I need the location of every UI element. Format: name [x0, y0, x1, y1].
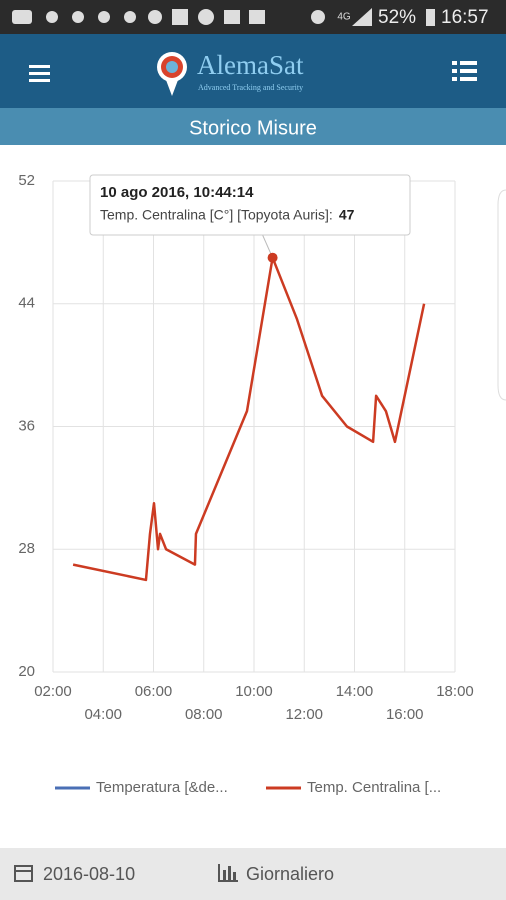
y-tick-label: 28 [18, 540, 35, 557]
calendar-icon [14, 865, 33, 882]
footer-period[interactable]: Giornaliero [246, 864, 334, 884]
status-icons [12, 8, 435, 26]
menu-button[interactable] [29, 65, 50, 82]
chart: 20 28 36 44 52 02:00 04:00 06:00 08:00 10:00 12:00… [18, 172, 473, 796]
title-bar [0, 108, 506, 145]
y-tick-label: 52 [18, 172, 35, 189]
app-header [0, 34, 506, 108]
x-tick-label: 18:00 [436, 683, 474, 700]
tooltip-label: Temp. Centralina [C°] [Topyota Auris]: [100, 207, 333, 223]
brand: AlemaSat [197, 50, 304, 80]
page-title: Storico Misure [189, 117, 317, 139]
y-tick-label: 44 [18, 295, 35, 312]
series-line [72, 256, 426, 582]
bar-icon [218, 864, 238, 882]
x-tick-label: 14:00 [336, 683, 374, 700]
tooltip-title: 10 ago 2016, 10:44:14 [100, 184, 254, 201]
battery: 52% [378, 7, 416, 28]
tagline: Advanced Tracking and Security [198, 83, 303, 92]
tooltip [89, 174, 411, 236]
legend-label: Temperatura [&de... [96, 779, 228, 796]
y-tick-label: 20 [18, 663, 35, 680]
x-tick-label: 12:00 [285, 706, 323, 723]
x-tick-label: 08:00 [185, 706, 223, 723]
x-tick-label: 10:00 [235, 683, 273, 700]
x-tick-label: 06:00 [135, 683, 173, 700]
x-tick-label: 04:00 [84, 706, 122, 723]
highlight-point [267, 252, 278, 263]
clock: 16:57 [441, 7, 489, 28]
legend-label: Temp. Centralina [... [307, 779, 441, 796]
y-tick-label: 36 [18, 417, 35, 434]
x-tick-label: 02:00 [34, 683, 72, 700]
x-tick-label: 16:00 [386, 706, 424, 723]
side-handle [497, 189, 506, 401]
network: 4G [337, 12, 351, 23]
footer [0, 848, 506, 900]
footer-date[interactable]: 2016-08-10 [43, 864, 135, 884]
logo [157, 52, 187, 96]
list-button[interactable] [452, 61, 477, 81]
tooltip-value: 47 [339, 207, 355, 223]
